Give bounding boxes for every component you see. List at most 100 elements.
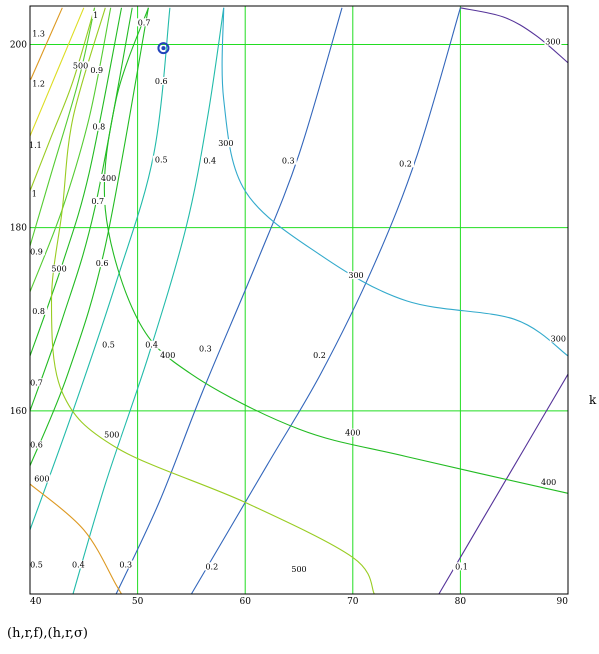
contour-label-bg xyxy=(90,122,108,131)
contour-label-bg xyxy=(452,562,470,571)
contour-label-bg xyxy=(100,340,118,349)
x-tick-label: 50 xyxy=(132,597,144,607)
contour-f-0_6 xyxy=(29,7,149,467)
y-tick-label: 200 xyxy=(10,40,27,50)
contour-f-1_3 xyxy=(29,7,63,82)
contour-label-bg xyxy=(26,141,44,150)
contour-label-bg xyxy=(217,139,235,148)
contour-label-bg xyxy=(152,76,170,85)
contour-label-bg xyxy=(344,428,362,437)
marker-dot xyxy=(161,46,166,51)
contour-label: 0.7 xyxy=(138,18,151,27)
contour-label: 0.5 xyxy=(102,341,115,350)
point-marker xyxy=(157,42,170,55)
contour-lines xyxy=(29,7,569,595)
contour-label: 0.9 xyxy=(90,66,103,75)
contour-label: 400 xyxy=(541,478,556,487)
contour-f-0_5 xyxy=(29,7,171,531)
contour-label: 400 xyxy=(101,174,116,183)
contour-label: 0.8 xyxy=(92,123,105,132)
contour-label-bg xyxy=(279,156,297,165)
contour-label: 600 xyxy=(34,474,49,483)
x-tick-label: 80 xyxy=(455,597,467,607)
contour-sigma-600 xyxy=(29,483,122,595)
contour-label-bg xyxy=(89,196,107,205)
contour-label-bg xyxy=(100,174,118,183)
contour-label: 0.1 xyxy=(455,562,468,571)
contour-label-bg xyxy=(544,37,562,46)
contour-label: 0.8 xyxy=(32,307,45,316)
contour-sigma-300 xyxy=(460,7,569,64)
contour-label: 0.2 xyxy=(205,562,218,571)
contour-label: 0.4 xyxy=(72,561,85,570)
contour-label: 1 xyxy=(93,11,98,20)
contour-label: 0.4 xyxy=(145,341,158,350)
marker-circle xyxy=(157,42,170,55)
contour-label: 300 xyxy=(348,271,363,280)
y-tick-label: 160 xyxy=(10,407,27,417)
contour-label-bg xyxy=(540,478,558,487)
contour-label-bg xyxy=(72,61,90,70)
contour-label: 500 xyxy=(51,265,66,274)
contour-label-bg xyxy=(69,560,87,569)
contour-label-bg xyxy=(152,155,170,164)
contour-label: 0.3 xyxy=(199,344,212,353)
contour-label: 0.4 xyxy=(203,157,216,166)
contour-label-bg xyxy=(290,565,308,574)
bottom-axis-label: (h,r,f),(h,r,σ) xyxy=(7,626,88,641)
contour-label: 400 xyxy=(345,429,360,438)
contour-f-0_9 xyxy=(29,7,112,293)
contour-label: 500 xyxy=(291,565,306,574)
contour-f-0_4 xyxy=(72,7,225,595)
contour-label: 500 xyxy=(73,61,88,70)
contour-label: 0.9 xyxy=(30,247,43,256)
contour-label-bg xyxy=(196,344,214,353)
contour-f-0_7 xyxy=(29,7,133,411)
contour-f-1_1 xyxy=(29,7,96,192)
contour-f-0_2 xyxy=(190,7,461,595)
x-tick-label: 60 xyxy=(239,597,251,607)
contour-label-bg xyxy=(30,189,38,198)
x-tick-label: 40 xyxy=(30,597,42,607)
contour-label-bg xyxy=(143,340,161,349)
contour-f-0_3 xyxy=(115,7,343,595)
contour-label: 0.6 xyxy=(30,441,43,450)
contour-label: 0.6 xyxy=(96,259,109,268)
contour-label-bg xyxy=(27,440,45,449)
contour-label-bg xyxy=(27,247,45,256)
contour-label-bg xyxy=(201,156,219,165)
contour-label: 0.7 xyxy=(91,197,104,206)
contour-label: 0.2 xyxy=(313,351,326,360)
contour-label: 0.5 xyxy=(155,156,168,165)
contour-label-bg xyxy=(92,10,100,19)
contour-label-bg xyxy=(27,560,45,569)
contour-label-bg xyxy=(30,306,48,315)
contour-label-bg xyxy=(88,65,106,74)
contour-label: 300 xyxy=(551,334,566,343)
y-tick-label: 180 xyxy=(10,224,27,234)
x-tick-label: 70 xyxy=(347,597,359,607)
contour-label-bg xyxy=(310,350,328,359)
contour-label: 0.3 xyxy=(119,561,132,570)
contour-label-bg xyxy=(135,18,153,27)
contour-sigma-500 xyxy=(50,7,375,595)
contour-label-bg xyxy=(30,29,48,38)
contour-f-0_1 xyxy=(438,373,569,595)
contour-label-bg xyxy=(159,350,177,359)
contour-label: 1.1 xyxy=(29,141,42,150)
contour-label-bg xyxy=(549,334,567,343)
x-tick-label: 90 xyxy=(557,597,569,607)
contour-label-bg xyxy=(93,259,111,268)
contour-label: 1 xyxy=(32,190,37,199)
contour-label: 0.5 xyxy=(30,561,43,570)
contour-label-bg xyxy=(203,562,221,571)
contour-labels: 1.3 1.2 1.1 1 1 0.9 0.9 0.8 0.8 0.7 0.7 0.7 0.6 0.6 0.… xyxy=(26,10,567,574)
contour-label: 400 xyxy=(160,351,175,360)
contour-label-bg xyxy=(27,378,45,387)
contour-label-bg xyxy=(347,271,365,280)
contour-label: 0.7 xyxy=(30,378,43,387)
contour-label: 0.2 xyxy=(399,159,412,168)
contour-f-1 xyxy=(29,7,96,247)
contour-sigma-300 xyxy=(221,7,569,357)
